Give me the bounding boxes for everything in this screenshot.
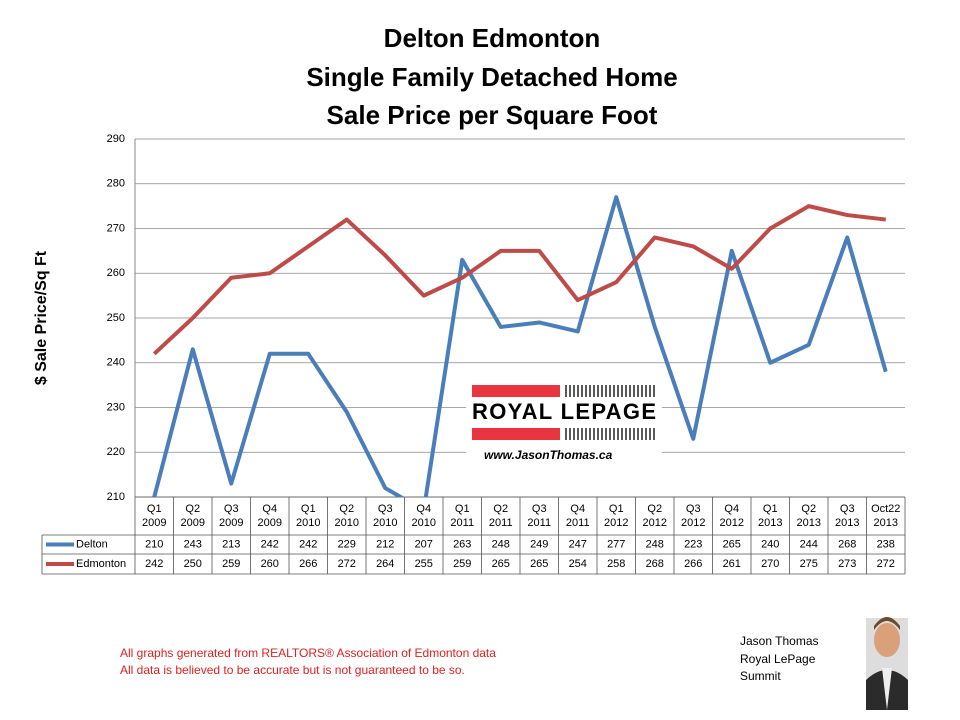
table-value: 259 [453, 558, 471, 570]
table-value: 263 [453, 538, 471, 550]
table-value: 265 [530, 558, 548, 570]
table-value: 264 [376, 558, 394, 570]
x-tick-label: Q2 2013 [797, 503, 821, 529]
table-value: 229 [338, 538, 356, 550]
y-tick-label: 250 [107, 312, 125, 324]
y-tick-label: 260 [107, 267, 125, 279]
table-value: 265 [723, 538, 741, 550]
table-value: 223 [684, 538, 702, 550]
table-value: 258 [607, 558, 625, 570]
signature: Summit [740, 669, 781, 683]
x-tick-label: Q3 2013 [835, 503, 859, 529]
portrait [866, 617, 908, 710]
signature: Jason Thomas [740, 634, 819, 648]
table-value: 261 [723, 558, 741, 570]
table-value: 254 [569, 558, 587, 570]
table-value: 249 [530, 538, 548, 550]
x-tick-label: Q2 2012 [643, 503, 667, 529]
table-value: 244 [800, 538, 818, 550]
table-value: 242 [261, 538, 279, 550]
x-tick-label: Q3 2009 [219, 503, 243, 529]
logo-bar [472, 385, 560, 397]
y-tick-label: 270 [107, 222, 125, 234]
x-tick-label: Q4 2011 [566, 503, 590, 529]
y-axis-title: $ Sale Price/Sq Ft [33, 250, 50, 385]
x-tick-label: Q4 2010 [412, 503, 436, 529]
table-value: 266 [299, 558, 317, 570]
table-value: 243 [184, 538, 202, 550]
table-value: 272 [338, 558, 356, 570]
logo-url: www.JasonThomas.ca [484, 448, 613, 462]
y-tick-label: 290 [107, 133, 125, 145]
table-value: 210 [145, 538, 163, 550]
table-value: 213 [222, 538, 240, 550]
logo-barcode [565, 385, 655, 440]
footer-note: All graphs generated from REALTORS® Asso… [120, 646, 496, 660]
y-tick-label: 280 [107, 178, 125, 190]
x-tick-label: Q3 2012 [681, 503, 705, 529]
table-value: 277 [607, 538, 625, 550]
table-value: 250 [184, 558, 202, 570]
logo: ROYAL LEPAGE www.JasonThomas.ca [466, 380, 662, 462]
logo-brand: ROYAL LEPAGE [472, 399, 656, 424]
series-line [152, 204, 886, 356]
legend-label: Edmonton [76, 558, 126, 570]
table-value: 266 [684, 558, 702, 570]
table-value: 207 [415, 538, 433, 550]
x-tick-label: Q2 2010 [335, 503, 359, 529]
logo-bar [472, 428, 560, 440]
series-line [152, 195, 888, 497]
footer-note: All data is believed to be accurate but … [120, 663, 465, 677]
table-value: 247 [569, 538, 587, 550]
chart-title: Sale Price per Square Foot [327, 100, 658, 130]
table-value: 212 [376, 538, 394, 550]
table-value: 270 [761, 558, 779, 570]
table-value: 248 [646, 538, 664, 550]
x-tick-label: Q1 2012 [604, 503, 628, 529]
x-tick-label: Q3 2011 [527, 503, 551, 529]
x-tick-label: Q1 2009 [142, 503, 166, 529]
signature: Royal LePage [740, 652, 816, 666]
table-value: 259 [222, 558, 240, 570]
x-tick-label: Q1 2013 [758, 503, 782, 529]
table-value: 242 [299, 538, 317, 550]
y-tick-label: 220 [107, 446, 125, 458]
x-tick-label: Oct22 2013 [871, 503, 900, 529]
table-value: 242 [145, 558, 163, 570]
chart-title: Delton Edmonton [384, 23, 601, 53]
table-value: 255 [415, 558, 433, 570]
y-tick-label: 240 [107, 357, 125, 369]
chart-title: Single Family Detached Home [306, 62, 677, 92]
table-value: 248 [492, 538, 510, 550]
table-value: 240 [761, 538, 779, 550]
x-tick-label: Q3 2010 [373, 503, 397, 529]
table-value: 238 [877, 538, 895, 550]
plot-area [152, 195, 888, 497]
x-tick-label: Q2 2009 [181, 503, 205, 529]
x-tick-label: Q2 2011 [489, 503, 513, 529]
y-tick-label: 210 [107, 491, 125, 503]
legend-label: Delton [76, 538, 108, 550]
table-value: 268 [838, 538, 856, 550]
x-tick-label: Q1 2010 [296, 503, 320, 529]
table-value: 275 [800, 558, 818, 570]
table-value: 260 [261, 558, 279, 570]
x-tick-label: Q4 2012 [720, 503, 744, 529]
table-value: 265 [492, 558, 510, 570]
table-value: 272 [877, 558, 895, 570]
x-tick-label: Q1 2011 [450, 503, 474, 529]
table-value: 273 [838, 558, 856, 570]
table-value: 268 [646, 558, 664, 570]
y-tick-label: 230 [107, 401, 125, 413]
x-tick-label: Q4 2009 [258, 503, 282, 529]
